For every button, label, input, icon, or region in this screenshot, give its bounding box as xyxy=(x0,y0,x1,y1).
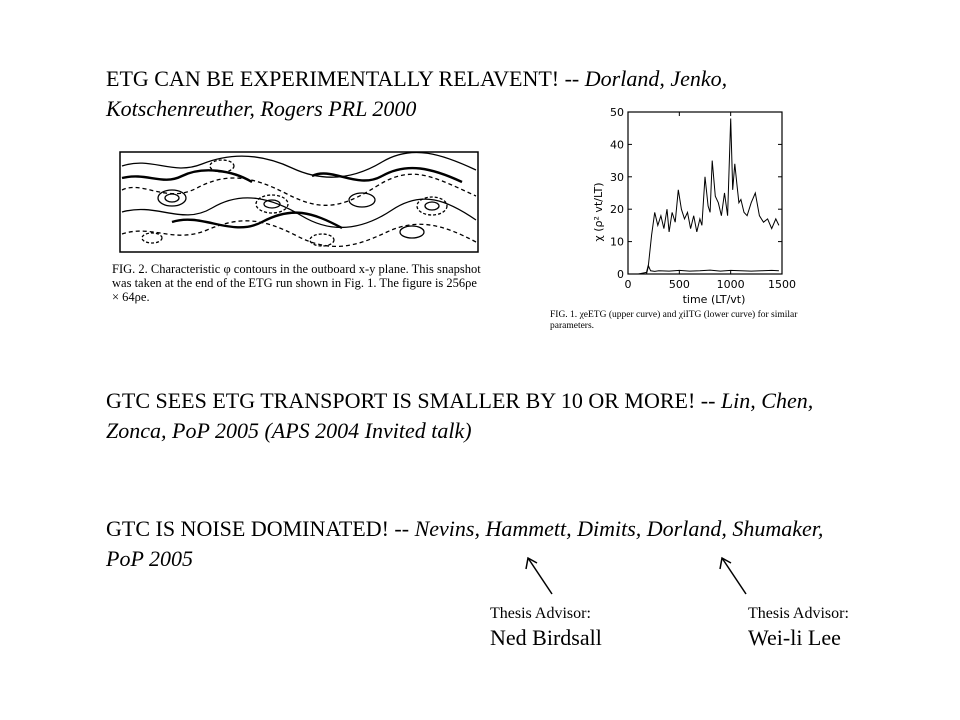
heading-1-text: ETG CAN BE EXPERIMENTALLY RELAVENT! -- xyxy=(106,66,585,91)
y-tick-label: 10 xyxy=(610,236,624,249)
advisor-birdsall: Thesis Advisor: Ned Birdsall xyxy=(490,604,602,652)
figure-1-caption: FIG. 1. χeETG (upper curve) and χiITG (l… xyxy=(550,310,840,332)
arrow-to-dorland xyxy=(721,557,747,595)
x-tick-label: 1500 xyxy=(768,278,796,291)
x-axis-label: time (LT/vt) xyxy=(683,293,746,306)
series-line-upper xyxy=(628,118,780,275)
y-tick-label: 40 xyxy=(610,138,624,151)
heading-3-citation: Nevins, Hammett, Dimits, Dorland, Shumak… xyxy=(106,516,824,571)
arrow-head-dorland xyxy=(719,556,732,570)
y-tick-label: 0 xyxy=(617,268,624,281)
heading-gtc-transport: GTC SEES ETG TRANSPORT IS SMALLER BY 10 … xyxy=(106,386,866,446)
advisor-role: Thesis Advisor: xyxy=(748,605,849,622)
heading-gtc-noise: GTC IS NOISE DOMINATED! -- Nevins, Hamme… xyxy=(106,514,866,574)
contour-plot xyxy=(119,151,479,253)
figure-2-label: FIG. 2. xyxy=(112,262,148,276)
figure-1-caption-text: χeETG (upper curve) and χiITG (lower cur… xyxy=(550,310,798,331)
x-tick-label: 500 xyxy=(669,278,690,291)
figure-2-caption: FIG. 2. Characteristic φ contours in the… xyxy=(112,262,484,304)
y-axis-label: χ (ρ² vt/LT) xyxy=(592,182,605,241)
x-tick-label: 1000 xyxy=(717,278,745,291)
advisor-lee: Thesis Advisor: Wei-li Lee xyxy=(748,604,849,652)
figure-2: FIG. 2. Characteristic φ contours in the… xyxy=(112,146,484,304)
arrow-head-hammett xyxy=(525,556,538,570)
figure-2-caption-text: Characteristic φ contours in the outboar… xyxy=(112,262,481,304)
heading-etg-relevant: ETG CAN BE EXPERIMENTALLY RELAVENT! -- D… xyxy=(106,64,866,124)
figure-1: χ (ρ² vt/LT) time (LT/vt) 0 10 20 30 40 50 0 50… xyxy=(550,100,850,332)
figure-1-label: FIG. 1. xyxy=(550,310,578,320)
advisor-name: Wei-li Lee xyxy=(748,625,841,650)
chart-frame xyxy=(627,111,783,275)
x-tick-label: 0 xyxy=(625,278,632,291)
advisor-role: Thesis Advisor: xyxy=(490,605,591,622)
y-tick-label: 30 xyxy=(610,171,624,184)
heading-3-text: GTC IS NOISE DOMINATED! -- xyxy=(106,516,415,541)
y-tick-label: 50 xyxy=(610,106,624,119)
heading-2-text: GTC SEES ETG TRANSPORT IS SMALLER BY 10 … xyxy=(106,388,721,413)
advisor-name: Ned Birdsall xyxy=(490,625,602,650)
heading-2-citation: Lin, Chen, Zonca, PoP 2005 (APS 2004 Inv… xyxy=(106,388,814,443)
y-tick-label: 20 xyxy=(610,203,624,216)
heading-1-citation: Dorland, Jenko, Kotschenreuther, Rogers … xyxy=(106,66,728,121)
arrow-to-hammett xyxy=(527,557,553,595)
series-line-lower xyxy=(628,264,779,275)
